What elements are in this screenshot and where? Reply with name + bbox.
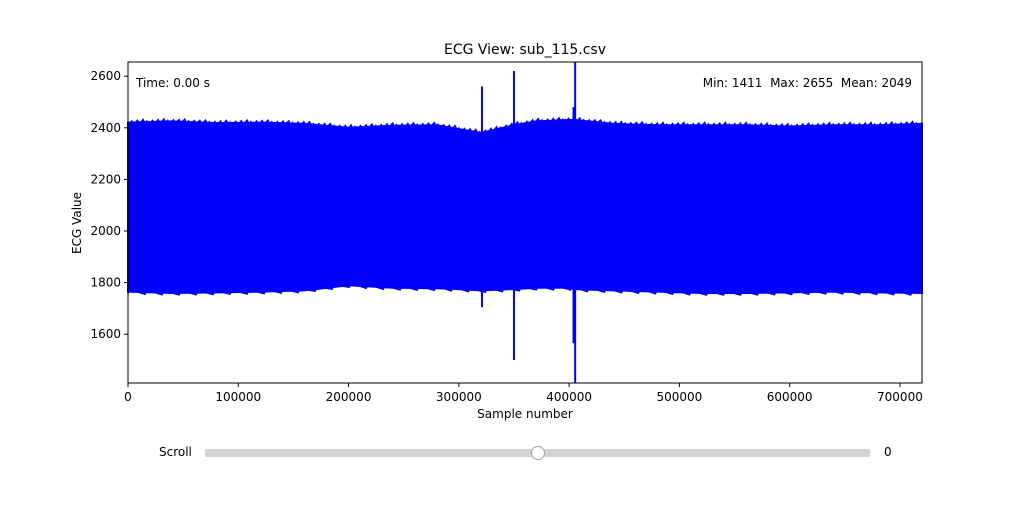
y-tick-label-2: 2000 (90, 224, 121, 238)
scroll-label: Scroll (159, 445, 192, 459)
x-tick-label-4: 400000 (546, 390, 592, 404)
y-tick-label-1: 1800 (90, 276, 121, 290)
y-tick-label-3: 2200 (90, 172, 121, 186)
x-axis-label: Sample number (477, 407, 573, 421)
x-tick-label-2: 200000 (326, 390, 372, 404)
y-tick-label-4: 2400 (90, 121, 121, 135)
x-tick-label-3: 300000 (436, 390, 482, 404)
x-tick-label-7: 700000 (877, 390, 923, 404)
time-annotation: Time: 0.00 s (135, 76, 210, 90)
ecg-signal-lower-edge-0 (127, 282, 923, 296)
scroll-slider[interactable] (205, 446, 870, 460)
x-tick-label-1: 100000 (215, 390, 261, 404)
stats-annotation: Min: 1411 Max: 2655 Mean: 2049 (703, 76, 912, 90)
x-tick-label-5: 500000 (656, 390, 702, 404)
scroll-slider-thumb[interactable] (530, 446, 545, 460)
chart-title: ECG View: sub_115.csv (444, 42, 606, 58)
scroll-value: 0 (884, 445, 892, 459)
x-tick-label-0: 0 (124, 390, 132, 404)
ecg-signal-band-0 (127, 119, 923, 294)
y-tick-label-5: 2600 (90, 69, 121, 83)
x-tick-label-6: 600000 (767, 390, 813, 404)
y-tick-label-0: 1600 (90, 327, 121, 341)
y-axis-label: ECG Value (70, 192, 84, 254)
ecg-signal-upper-edge-0 (127, 116, 923, 137)
plot-frame (127, 61, 923, 384)
